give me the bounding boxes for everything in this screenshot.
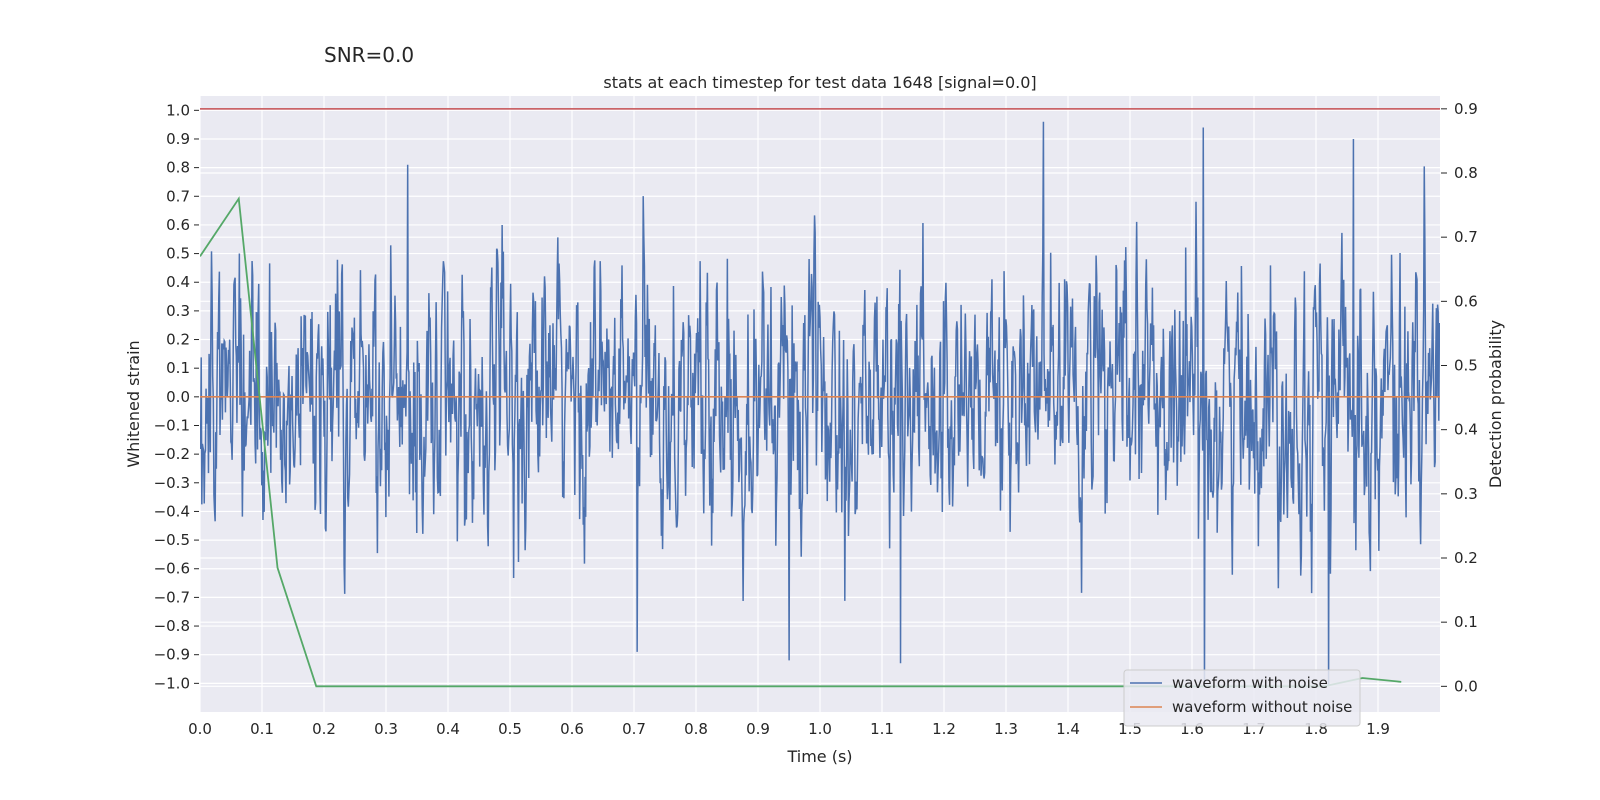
series-line-waveform-with-noise [200, 121, 1440, 687]
y-right-tick-label: 0.8 [1454, 164, 1478, 182]
x-tick-label: 1.2 [932, 720, 956, 738]
y-right-tick-label: 0.6 [1454, 292, 1478, 310]
chart-title: stats at each timestep for test data 164… [603, 73, 1036, 92]
y-tick-label: 0.2 [166, 331, 190, 349]
x-tick-label: 0.7 [622, 720, 646, 738]
y-tick-label: −0.8 [154, 617, 190, 635]
legend-label-waveform-with-noise: waveform with noise [1172, 674, 1328, 692]
y-right-tick-label: 0.5 [1454, 357, 1478, 375]
y-right-axis-label: Detection probability [1486, 320, 1505, 488]
y-tick-label: 0.6 [166, 216, 190, 234]
y-tick-label: 1.0 [166, 101, 190, 119]
y-tick-label: −0.2 [154, 445, 190, 463]
y-tick-label: −0.1 [154, 416, 190, 434]
x-tick-label: 1.1 [870, 720, 894, 738]
y-right-tick-label: 0.7 [1454, 228, 1478, 246]
y-tick-label: 0.0 [166, 388, 190, 406]
y-tick-label: −0.9 [154, 646, 190, 664]
y-tick-label: 0.7 [166, 187, 190, 205]
y-right-tick-label: 0.9 [1454, 100, 1478, 118]
x-tick-label: 0.8 [684, 720, 708, 738]
legend-label-waveform-without-noise: waveform without noise [1172, 698, 1352, 716]
x-tick-label: 0.0 [188, 720, 212, 738]
x-tick-label: 0.3 [374, 720, 398, 738]
x-tick-label: 1.0 [808, 720, 832, 738]
x-tick-label: 1.4 [1056, 720, 1080, 738]
y-axis-label: Whitened strain [124, 340, 143, 467]
x-tick-label: 0.4 [436, 720, 460, 738]
y-right-tick-label: 0.1 [1454, 613, 1478, 631]
y-tick-label: −0.3 [154, 474, 190, 492]
y-right-tick-label: 0.4 [1454, 421, 1478, 439]
y-tick-label: −1.0 [154, 674, 190, 692]
x-tick-label: 0.6 [560, 720, 584, 738]
y-tick-label: −0.4 [154, 502, 190, 520]
y-tick-label: −0.6 [154, 560, 190, 578]
chart-suptitle: SNR=0.0 [324, 43, 414, 67]
x-axis-label: Time (s) [786, 747, 852, 766]
x-tick-label: 0.2 [312, 720, 336, 738]
y-right-tick-labels: 0.9 0.8 0.7 0.6 0.5 0.4 0.3 0.2 0.1 0.0 [1441, 100, 1478, 695]
x-tick-label: 0.5 [498, 720, 522, 738]
y-tick-label: 0.8 [166, 159, 190, 177]
y-tick-labels: 1.0 0.9 0.8 0.7 0.6 0.5 0.4 0.3 0.2 0.1 0.0 −0.1 −0.… [154, 101, 199, 692]
legend: waveform with noise waveform without noi… [1123, 669, 1361, 727]
y-tick-label: −0.7 [154, 588, 190, 606]
x-tick-label: 0.9 [746, 720, 770, 738]
y-tick-label: −0.5 [154, 531, 190, 549]
y-right-tick-label: 0.2 [1454, 549, 1478, 567]
y-tick-label: 0.5 [166, 245, 190, 263]
y-tick-label: 0.3 [166, 302, 190, 320]
x-tick-label: 1.3 [994, 720, 1018, 738]
y-tick-label: 0.9 [166, 130, 190, 148]
y-right-tick-label: 0.0 [1454, 677, 1478, 695]
y-right-tick-label: 0.3 [1454, 485, 1478, 503]
y-tick-label: 0.4 [166, 273, 190, 291]
legend-box [1123, 669, 1361, 727]
y-tick-label: 0.1 [166, 359, 190, 377]
x-tick-label: 0.1 [250, 720, 274, 738]
x-tick-label: 1.9 [1366, 720, 1390, 738]
